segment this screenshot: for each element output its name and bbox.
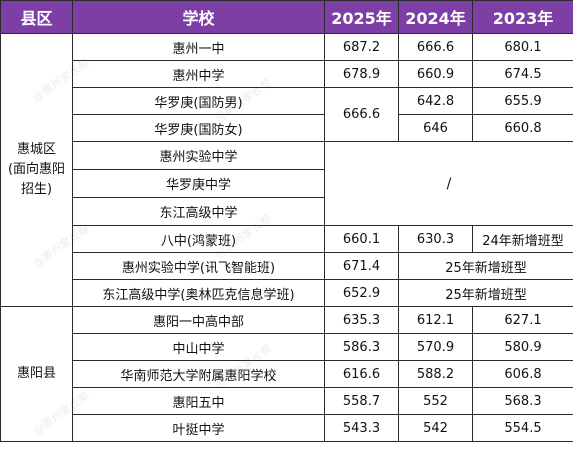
score-2025: 687.2 — [324, 33, 399, 61]
score-2024: 660.9 — [398, 60, 473, 88]
table-row: 东江高级中学 — [1, 197, 573, 226]
school-name: 华罗庚(国防女) — [72, 114, 325, 142]
score-2025: 635.3 — [324, 306, 399, 334]
header-row: 县区 学校 2025年 2024年 2023年 — [0, 0, 573, 34]
table-row: 惠阳五中 558.7 552 568.3 — [1, 387, 573, 415]
school-name: 惠州实验中学(讯飞智能班) — [72, 252, 325, 280]
score-2025: 558.7 — [324, 387, 399, 415]
score-2023: 580.9 — [472, 333, 573, 361]
score-2024: 552 — [398, 387, 473, 415]
region-huicheng-line2: (面向惠阳 — [7, 162, 66, 177]
score-2025-merged: 666.6 — [324, 87, 399, 142]
school-name: 华南师范大学附属惠阳学校 — [72, 360, 325, 388]
admission-score-table: 县区 学校 2025年 2024年 2023年 惠城区 (面向惠阳 招生) 惠州… — [0, 0, 573, 442]
school-name: 东江高级中学(奥林匹克信息学班) — [72, 279, 325, 307]
score-2024: 542 — [398, 414, 473, 442]
school-name: 华罗庚(国防男) — [72, 87, 325, 115]
region-huicheng-line1: 惠城区 — [16, 142, 56, 157]
score-2023: 606.8 — [472, 360, 573, 388]
region-huiyang: 惠阳县 — [0, 306, 73, 442]
school-name: 华罗庚中学 — [72, 169, 325, 198]
score-2023: 627.1 — [472, 306, 573, 334]
header-2024: 2024年 — [398, 0, 473, 34]
table-row: 叶挺中学 543.3 542 554.5 — [1, 414, 573, 442]
school-name: 惠州实验中学 — [72, 141, 325, 170]
score-2024: 646 — [398, 114, 473, 142]
table-row: 华南师范大学附属惠阳学校 616.6 588.2 606.8 — [1, 360, 573, 388]
table-row: 华罗庚中学 — [1, 169, 573, 198]
school-name: 惠州中学 — [72, 60, 325, 88]
school-name: 惠州一中 — [72, 33, 325, 61]
score-2025: 660.1 — [324, 225, 399, 253]
header-2023: 2023年 — [472, 0, 573, 34]
score-2023: 674.5 — [472, 60, 573, 88]
no-data-slash: / — [324, 141, 573, 226]
score-2024: 642.8 — [398, 87, 473, 115]
school-name: 八中(鸿蒙班) — [72, 225, 325, 253]
new-class-note: 24年新增班型 — [472, 225, 573, 253]
score-2025: 678.9 — [324, 60, 399, 88]
score-2025: 586.3 — [324, 333, 399, 361]
score-2025: 671.4 — [324, 252, 399, 280]
score-2024: 588.2 — [398, 360, 473, 388]
table-row: 惠城区 (面向惠阳 招生) 惠州一中 687.2 666.6 680.1 — [0, 33, 573, 307]
table-row: 东江高级中学(奥林匹克信息学班) 652.9 25年新增班型 — [1, 279, 573, 307]
school-name: 东江高级中学 — [72, 197, 325, 226]
score-2023: 660.8 — [472, 114, 573, 142]
score-2024: 666.6 — [398, 33, 473, 61]
school-name: 惠阳一中高中部 — [72, 306, 325, 334]
score-2023: 655.9 — [472, 87, 573, 115]
score-2023: 680.1 — [472, 33, 573, 61]
school-name: 叶挺中学 — [72, 414, 325, 442]
table-row: 华罗庚(国防女) 646 660.8 — [1, 114, 573, 142]
school-name: 惠阳五中 — [72, 387, 325, 415]
table-row: 华罗庚(国防男) 666.6 642.8 655.9 — [1, 87, 573, 142]
table-row: 中山中学 586.3 570.9 580.9 — [1, 333, 573, 361]
table-row: 惠州实验中学 / — [1, 141, 573, 226]
table-row: 惠阳县 惠阳一中高中部 635.3 612.1 627.1 — [0, 306, 573, 442]
score-2025: 616.6 — [324, 360, 399, 388]
region-huicheng: 惠城区 (面向惠阳 招生) — [0, 33, 73, 307]
table-row: 惠州实验中学(讯飞智能班) 671.4 25年新增班型 — [1, 252, 573, 280]
score-2024: 612.1 — [398, 306, 473, 334]
region-huicheng-line3: 招生) — [20, 182, 53, 197]
score-2023: 568.3 — [472, 387, 573, 415]
score-2025: 543.3 — [324, 414, 399, 442]
score-2025: 652.9 — [324, 279, 399, 307]
score-2024: 630.3 — [398, 225, 473, 253]
header-school: 学校 — [72, 0, 325, 34]
header-2025: 2025年 — [324, 0, 399, 34]
table-row: 八中(鸿蒙班) 660.1 630.3 24年新增班型 — [1, 225, 573, 253]
new-class-note: 25年新增班型 — [398, 252, 573, 280]
score-2023: 554.5 — [472, 414, 573, 442]
school-name: 中山中学 — [72, 333, 325, 361]
new-class-note: 25年新增班型 — [398, 279, 573, 307]
table-row: 惠州中学 678.9 660.9 674.5 — [1, 60, 573, 88]
score-2024: 570.9 — [398, 333, 473, 361]
header-region: 县区 — [0, 0, 73, 34]
